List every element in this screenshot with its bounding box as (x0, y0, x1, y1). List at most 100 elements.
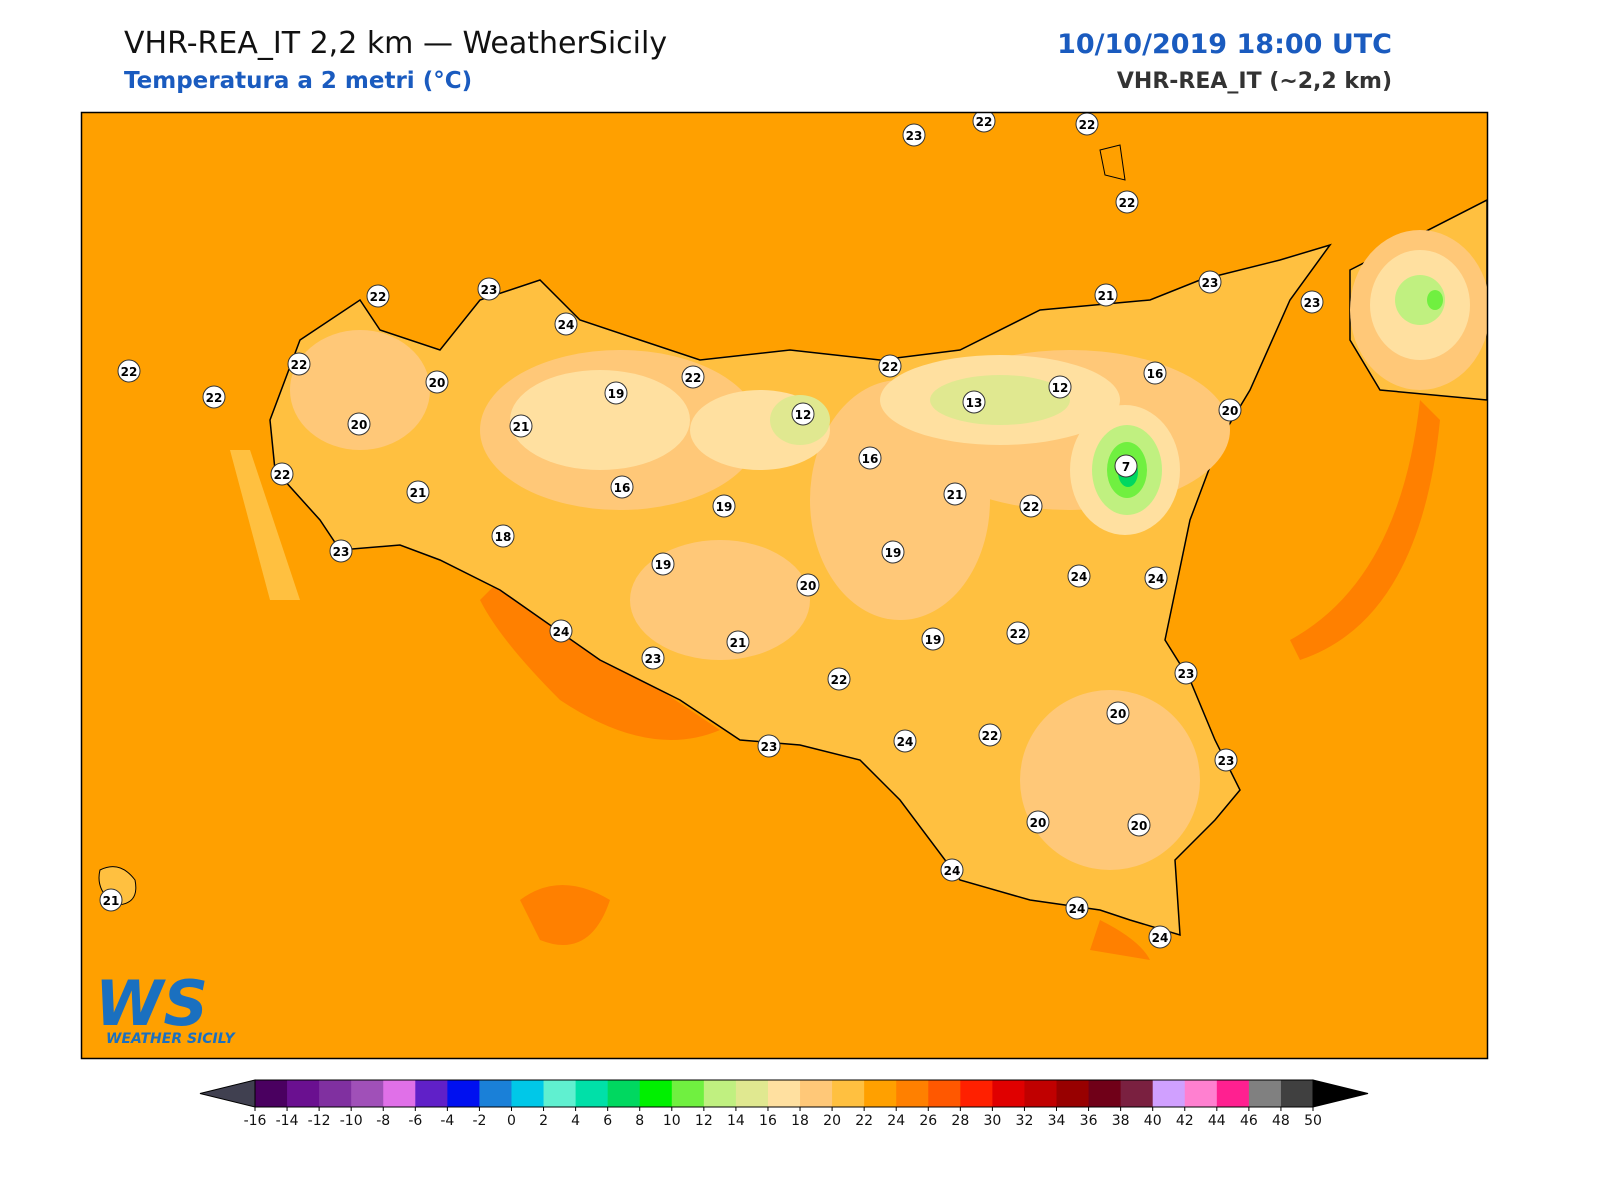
station-value: 20 (1222, 404, 1239, 418)
station: 23 (757, 734, 781, 758)
station: 19 (881, 540, 905, 564)
station-value: 24 (558, 318, 575, 332)
colorbar-tick-label: -8 (376, 1113, 390, 1129)
colorbar-tick-label: -6 (408, 1113, 422, 1129)
station: 20 (1127, 813, 1151, 837)
station: 24 (1144, 566, 1168, 590)
colorbar-tick-label: 50 (1304, 1113, 1322, 1129)
colorbar-under (199, 1079, 256, 1108)
colorbar-swatch (511, 1080, 545, 1107)
station-marker (425, 370, 449, 394)
colorbar-tick-label: -12 (308, 1113, 331, 1129)
station-marker (757, 734, 781, 758)
station-marker (943, 482, 967, 506)
colorbar-swatch (447, 1080, 480, 1107)
station-marker (406, 480, 430, 504)
station-marker (1144, 566, 1168, 590)
station-value: 20 (351, 418, 368, 432)
station-value: 22 (982, 729, 999, 743)
station-marker (1048, 375, 1072, 399)
station-marker (641, 646, 665, 670)
colorbar-tick-label: 22 (855, 1113, 873, 1129)
station-value: 21 (410, 486, 427, 500)
station: 22 (287, 352, 311, 376)
station-marker (329, 539, 353, 563)
colorbar-swatch (1056, 1080, 1090, 1107)
station-marker (681, 365, 705, 389)
colorbar-tick-label: 16 (759, 1113, 777, 1129)
aeolian-island (1099, 144, 1126, 181)
colorbar-tick-label: 38 (1112, 1113, 1130, 1129)
colorbar-tick-label: 32 (1016, 1113, 1034, 1129)
station: 21 (509, 414, 533, 438)
station: 22 (117, 359, 141, 383)
station-value: 22 (685, 371, 702, 385)
station-value: 19 (655, 558, 672, 572)
colorbar-tick-label: 14 (727, 1113, 745, 1129)
station: 20 (1218, 398, 1242, 422)
station-marker (1019, 494, 1043, 518)
colorbar-swatch (415, 1080, 448, 1107)
colorbar-tick-label: 46 (1240, 1113, 1258, 1129)
station-value: 12 (1052, 381, 1069, 395)
station: 22 (978, 723, 1002, 747)
station: 23 (477, 277, 501, 301)
station-value: 23 (481, 283, 498, 297)
station-marker (726, 630, 750, 654)
station: 16 (1143, 361, 1167, 385)
colorbar-swatch (479, 1080, 512, 1107)
station: 23 (1174, 661, 1198, 685)
station-marker (878, 354, 902, 378)
stations: 23 22 22 22 22 23 24 22 22 22 20 20 21 19 22 12 22 13 12 16… (99, 113, 1324, 949)
station-value: 24 (1069, 902, 1086, 916)
station-marker (921, 627, 945, 651)
station-marker (270, 462, 294, 486)
station-value: 22 (121, 365, 138, 379)
station-value: 23 (1304, 296, 1321, 310)
station: 24 (940, 858, 964, 882)
station: 23 (902, 123, 926, 147)
station: 21 (726, 630, 750, 654)
station-marker (940, 858, 964, 882)
station-value: 21 (513, 420, 530, 434)
station-value: 13 (966, 396, 983, 410)
colorbar-tick-label: 2 (539, 1113, 548, 1129)
station-value: 22 (882, 360, 899, 374)
station: 22 (1115, 190, 1139, 214)
colorbar-tick-label: 42 (1176, 1113, 1194, 1129)
station: 21 (1094, 283, 1118, 307)
map: 23 22 22 22 22 23 24 22 22 22 20 20 21 19 22 12 22 13 12 16… (82, 113, 1487, 1058)
station-marker (366, 284, 390, 308)
station-marker (902, 123, 926, 147)
logo-mark: WS (95, 967, 208, 1040)
station-marker (491, 524, 515, 548)
station-value: 22 (274, 468, 291, 482)
station-marker (99, 888, 123, 912)
station: 22 (270, 462, 294, 486)
colorbar-tick-label: 8 (635, 1113, 644, 1129)
station-value: 24 (553, 625, 570, 639)
station-marker (604, 381, 628, 405)
colorbar-tick-label: 30 (983, 1113, 1001, 1129)
colorbar-tick-label: 28 (951, 1113, 969, 1129)
station-marker (858, 446, 882, 470)
colorbar-swatch (1152, 1080, 1186, 1107)
station: 16 (610, 475, 634, 499)
station-value: 22 (831, 673, 848, 687)
station: 20 (1026, 810, 1050, 834)
colorbar-swatch (575, 1080, 609, 1107)
colorbar-tick-label: -2 (472, 1113, 486, 1129)
station: 16 (858, 446, 882, 470)
colorbar-tick-label: -16 (244, 1113, 267, 1129)
station: 22 (1075, 113, 1099, 136)
colorbar-swatch (639, 1080, 673, 1107)
station-value: 12 (795, 408, 812, 422)
colorbar-swatch (703, 1080, 737, 1107)
coastal-patch (230, 450, 300, 600)
station-value: 22 (1119, 196, 1136, 210)
station-value: 19 (885, 546, 902, 560)
colorbar-tick-label: 20 (823, 1113, 841, 1129)
colorbar-swatch (896, 1080, 929, 1107)
station-value: 24 (1071, 570, 1088, 584)
station-marker (1065, 896, 1089, 920)
